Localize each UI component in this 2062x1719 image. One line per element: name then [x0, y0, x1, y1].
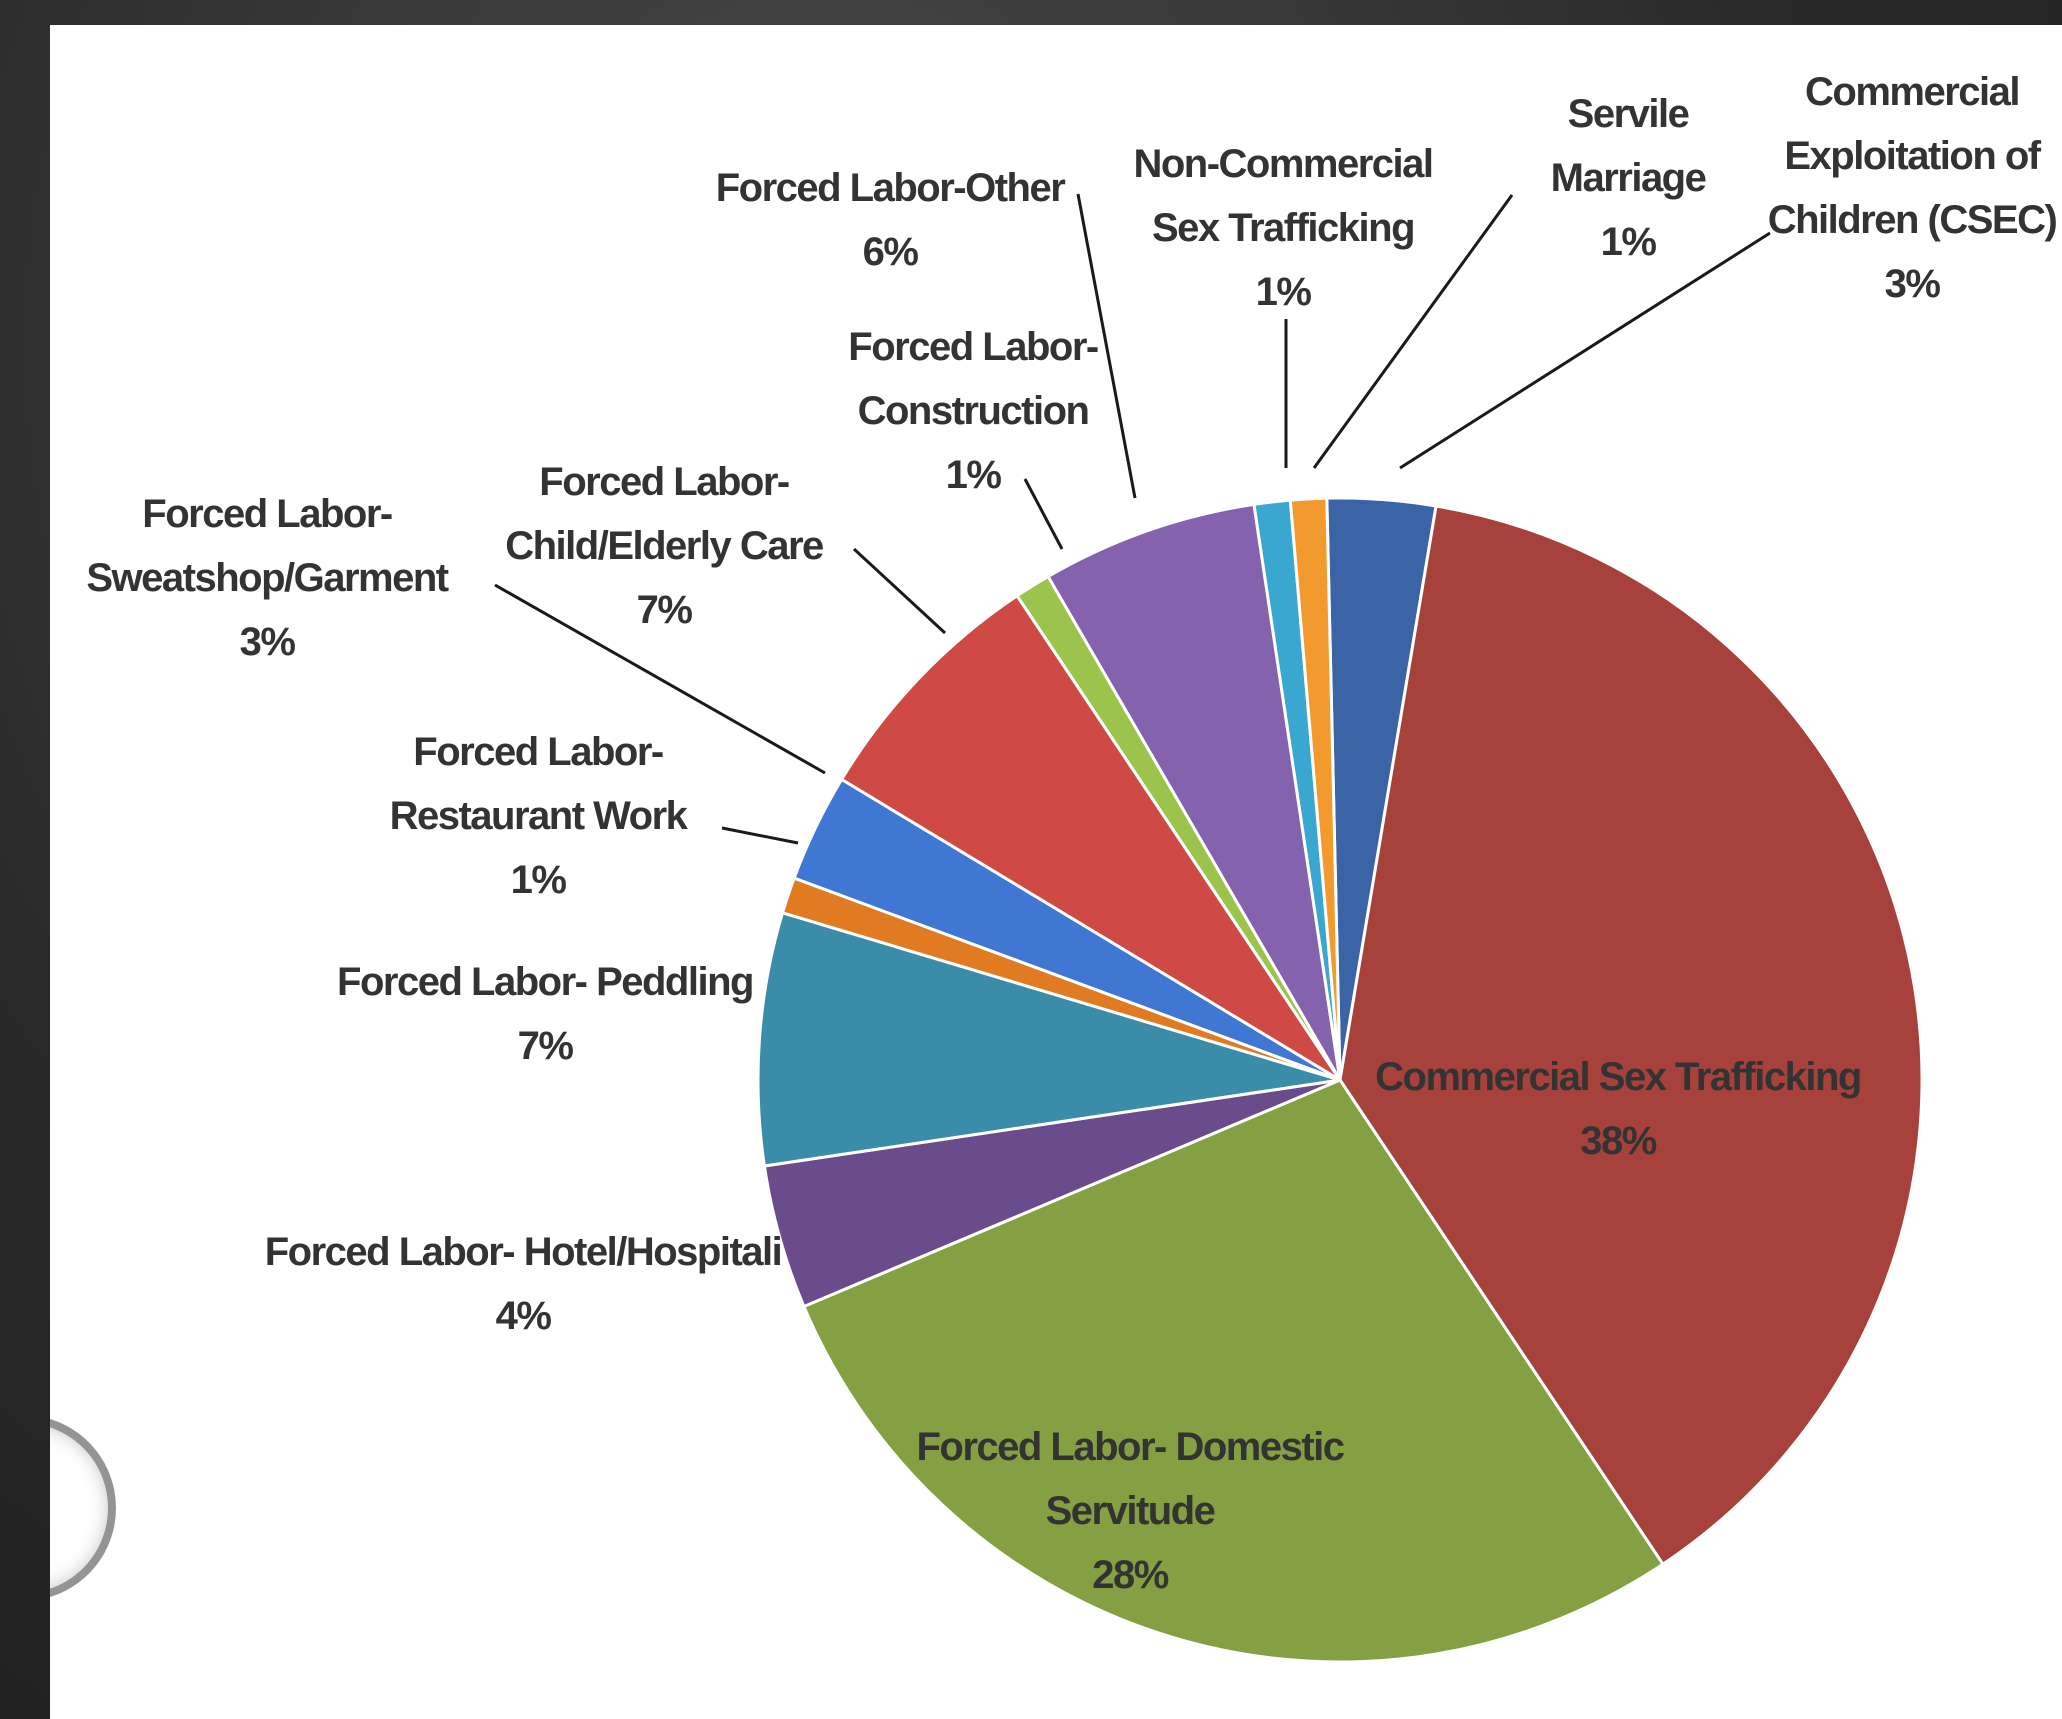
slice-label-line: Forced Labor- Domestic [916, 1425, 1344, 1469]
slice-label: Commercial Exploitation of Children (CSEC)… [1768, 70, 2057, 306]
pie-slice [801, 1078, 1666, 1664]
slice-label-line: Marriage [1551, 156, 1706, 200]
slice-label-line: Servitude [1046, 1489, 1215, 1533]
slice-label-line: Exploitation of [1784, 134, 2041, 178]
slice-labels: Commercial Exploitation of Children (CSEC)… [86, 70, 2058, 1597]
pie-slice [839, 593, 1342, 1082]
slice-label-line: Forced Labor- [539, 460, 789, 504]
pie-slice [1046, 502, 1342, 1081]
slice-label: Forced Labor- Restaurant Work 1% [390, 730, 689, 902]
slice-label: Forced Labor- Child/Elderly Care 7% [505, 460, 823, 632]
slice-label-line: Forced Labor- [142, 492, 392, 536]
leader-line [1076, 193, 1137, 499]
slice-label-line: Servile [1568, 92, 1689, 136]
slice-label: Forced Labor- Hotel/Hospitali 4% [265, 1230, 782, 1338]
slice-label-line: Forced Labor- [848, 325, 1098, 369]
pie-slice [1288, 496, 1342, 1081]
slice-label-line: Non-Commercial [1133, 142, 1432, 186]
pie-chart: Commercial Exploitation of Children (CSEC)… [86, 70, 2058, 1664]
slice-percent: 6% [863, 230, 919, 274]
slice-percent: 1% [1601, 220, 1657, 264]
slice-label-line: Child/Elderly Care [505, 524, 823, 568]
slice-label-line: Forced Labor- [413, 730, 663, 774]
slice-percent: 3% [240, 620, 296, 664]
slice-label-line: Forced Labor-Other [716, 166, 1066, 210]
slice-label-line: Forced Labor- Hotel/Hospitali [265, 1230, 782, 1274]
chart-panel: Commercial Exploitation of Children (CSEC)… [50, 25, 2062, 1719]
leader-line [1023, 478, 1064, 550]
slice-label-line: Forced Labor- Peddling [337, 960, 753, 1004]
slice-percent: 28% [1092, 1553, 1168, 1597]
slice-label-line: Sweatshop/Garment [86, 556, 448, 600]
slice-label-line: Children (CSEC) [1768, 198, 2057, 242]
slice-label: Servile Marriage 1% [1551, 92, 1706, 264]
slice-label: Forced Labor- Construction 1% [848, 325, 1098, 497]
slice-label: Forced Labor- Domestic Servitude 28% [916, 1425, 1344, 1597]
slice-percent: 4% [496, 1294, 552, 1338]
slice-label: Non-Commercial Sex Trafficking 1% [1133, 142, 1432, 314]
slice-label: Forced Labor- Sweatshop/Garment 3% [86, 492, 448, 664]
leader-lines [494, 193, 1771, 845]
slice-percent: 38% [1580, 1119, 1656, 1163]
slice-label: Commercial Sex Trafficking 38% [1375, 1055, 1861, 1163]
slice-percent: 3% [1885, 262, 1941, 306]
slice-label-line: Construction [858, 389, 1089, 433]
leader-line [494, 583, 826, 775]
slice-label: Forced Labor- Peddling 7% [337, 960, 753, 1068]
slice-percent: 1% [1256, 270, 1312, 314]
slice-label-line: Sex Trafficking [1152, 206, 1414, 250]
slice-label-line: Restaurant Work [390, 794, 689, 838]
slice-percent: 1% [511, 858, 567, 902]
pie-slice [1338, 504, 1924, 1567]
pie-slices [756, 496, 1924, 1664]
slice-percent: 7% [518, 1024, 574, 1068]
leader-line [1312, 194, 1514, 469]
leader-line [1399, 231, 1771, 470]
leader-line [852, 547, 947, 635]
slice-label: Forced Labor-Other 6% [716, 166, 1066, 274]
slice-percent: 1% [946, 453, 1002, 497]
slice-label-line: Commercial [1805, 70, 2019, 114]
slice-percent: 7% [637, 588, 693, 632]
pie-slice [756, 910, 1341, 1168]
slice-label-line: Commercial Sex Trafficking [1375, 1055, 1861, 1099]
leader-line [721, 826, 799, 845]
